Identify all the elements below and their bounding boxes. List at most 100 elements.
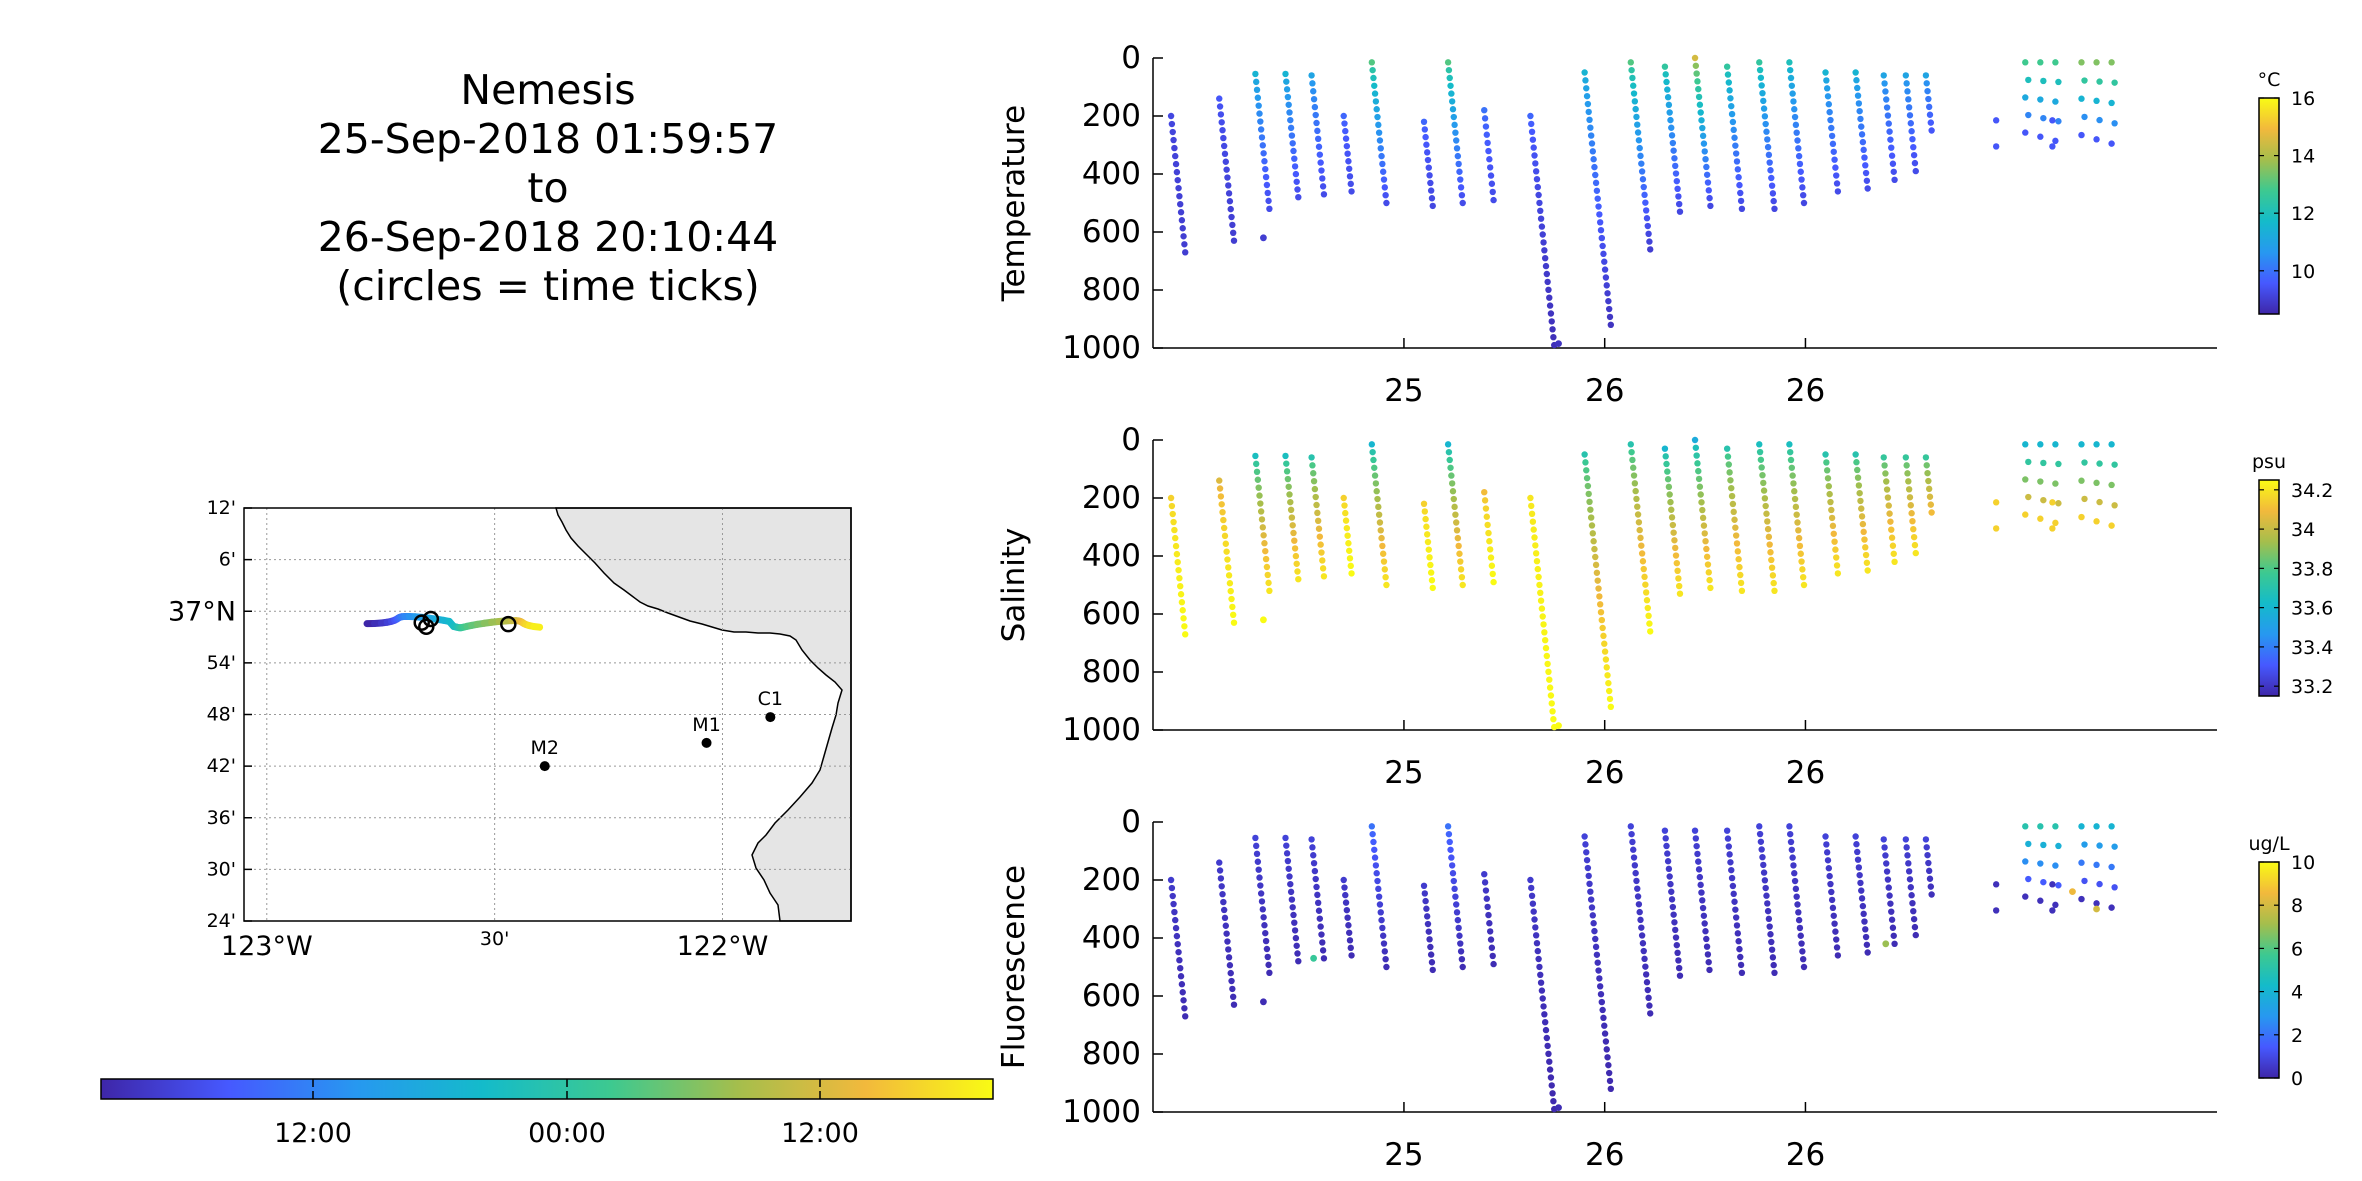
scatter-point [1488, 562, 1496, 569]
scatter-point [1927, 119, 1935, 126]
scatter-point [1631, 98, 1639, 105]
scatter-point [2025, 875, 2032, 883]
scatter-point [1291, 537, 1298, 544]
x-tick-label: 25 [1384, 1137, 1423, 1173]
scatter-point [1795, 916, 1803, 924]
scatter-point [1630, 854, 1638, 861]
scatter-point [1887, 518, 1894, 525]
scatter-point [1906, 876, 1914, 883]
scatter-point [1264, 953, 1271, 961]
scatter-point [1735, 174, 1742, 181]
scatter-point [1308, 836, 1315, 843]
time-colorbar-tick-label: 00:00 [528, 1118, 606, 1149]
scatter-point [1291, 927, 1299, 934]
scatter-point [1704, 951, 1712, 958]
scatter-point [1453, 137, 1460, 144]
scatter-point [1485, 529, 1492, 537]
scatter-point [1318, 931, 1325, 938]
scatter-point [1905, 486, 1913, 493]
scatter-point [1219, 126, 1226, 134]
scatter-point [1604, 290, 1611, 297]
scatter-point [1282, 452, 1289, 460]
scatter-point [1263, 945, 1271, 953]
scatter-point [1377, 527, 1384, 534]
scatter-point [1606, 695, 1614, 703]
scatter-point [1796, 542, 1804, 550]
scatter-point [1316, 533, 1324, 540]
scatter-point [1888, 144, 1895, 151]
scatter-point [1449, 106, 1457, 113]
scatter-point [1880, 454, 1887, 461]
scatter-point [1292, 170, 1300, 178]
scatter-point [1605, 1061, 1612, 1069]
scatter-point [1313, 883, 1320, 891]
scatter-point [2037, 96, 2044, 103]
scatter-point [1799, 566, 1806, 573]
scatter-point [1646, 620, 1653, 627]
scatter-point [1347, 180, 1354, 188]
scatter-point [1724, 71, 1732, 78]
scatter-point [1378, 916, 1385, 924]
scatter-point [1293, 560, 1300, 567]
scatter-point [1424, 538, 1432, 546]
scatter-point [1925, 859, 1932, 867]
scatter-point [1672, 934, 1680, 941]
scatter-point [1255, 102, 1262, 109]
map-frame [243, 507, 852, 922]
scatter-point [2111, 79, 2118, 86]
scatter-point [2037, 823, 2044, 830]
scatter-point [1445, 830, 1453, 838]
scatter-point [2096, 498, 2103, 506]
y-tick-label: 1000 [1062, 712, 1141, 748]
scatter-point [1588, 140, 1596, 147]
scatter-point [1549, 708, 1556, 715]
scatter-point [1862, 169, 1870, 177]
scatter-point [1922, 72, 1930, 79]
x-tick-label: 26 [1786, 755, 1825, 791]
scatter-point [2081, 459, 2088, 466]
scatter-point [1458, 573, 1466, 581]
scatter-point [1265, 197, 1272, 205]
scatter-point [1591, 163, 1598, 171]
scatter-point [1216, 485, 1224, 492]
scatter-point [1790, 862, 1797, 869]
scatter-point [1180, 233, 1187, 240]
scatter-point [1584, 864, 1592, 872]
scatter-point [1174, 940, 1181, 948]
scatter-point [1217, 111, 1225, 118]
scatter-point [1529, 518, 1537, 525]
scatter-point [1822, 833, 1829, 840]
scatter-point [1854, 466, 1861, 474]
scatter-point [1253, 468, 1261, 476]
y-tick-label: 600 [1082, 978, 1141, 1014]
scatter-point [1630, 846, 1637, 853]
scatter-point [1264, 571, 1271, 579]
scatter-point [1457, 184, 1465, 191]
scatter-point [1368, 441, 1376, 448]
scatter-point [2037, 860, 2044, 867]
scatter-point [1453, 145, 1461, 152]
map-lat-tick-label: 12' [207, 497, 236, 519]
scatter-point [1182, 631, 1189, 638]
scatter-point [1347, 944, 1354, 952]
scatter-point [1370, 838, 1377, 846]
scatter-point [1769, 572, 1777, 579]
scatter-point [1585, 108, 1592, 116]
scatter-point [1730, 126, 1737, 134]
scatter-point [1663, 842, 1670, 850]
scatter-point [1456, 932, 1463, 939]
scatter-point [1729, 118, 1737, 126]
scatter-point [1555, 722, 1562, 730]
scatter-point [1426, 554, 1433, 561]
scatter-point [1737, 961, 1745, 969]
scatter-point [1289, 904, 1296, 911]
scatter-point [1178, 217, 1186, 224]
scatter-point [1695, 475, 1703, 483]
scatter-point [1172, 534, 1179, 542]
scatter-point [1377, 145, 1384, 152]
scatter-point [1534, 183, 1542, 191]
scatter-point [1758, 846, 1765, 853]
scatter-point [1173, 168, 1181, 176]
scatter-point [2096, 116, 2103, 124]
time-colorbar-tick-label: 12:00 [274, 1118, 352, 1149]
